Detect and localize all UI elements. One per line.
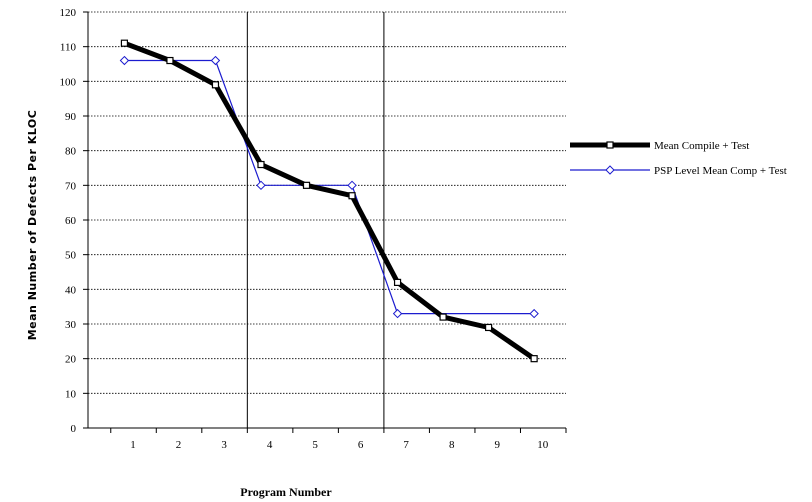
marker-mean-5 xyxy=(302,181,311,189)
legend-marker-mean-compile-test xyxy=(606,141,614,149)
x-tick-label-4: 4 xyxy=(267,439,273,451)
y-tick-label-100: 100 xyxy=(60,76,77,88)
grid-lines xyxy=(88,11,566,394)
y-tick-label-10: 10 xyxy=(65,388,77,400)
axes xyxy=(83,11,567,433)
series-line-psp-level xyxy=(124,59,535,315)
legend: Mean Compile + Test PSP Level Mean Comp +… xyxy=(570,140,787,177)
y-tick-label-50: 50 xyxy=(65,250,77,262)
x-tick-label-2: 2 xyxy=(176,439,182,451)
x-tick-label-3: 3 xyxy=(221,439,227,451)
marker-mean-1 xyxy=(120,39,129,47)
legend-label-mean-compile-test: Mean Compile + Test xyxy=(654,140,749,152)
x-tick-label-9: 9 xyxy=(494,439,500,451)
marker-mean-2 xyxy=(166,56,174,65)
x-tick-label-1: 1 xyxy=(130,439,136,451)
y-tick-label-30: 30 xyxy=(65,319,77,331)
marker-mean-6 xyxy=(348,192,356,200)
y-axis-title: Mean Number of Defects Per KLOC xyxy=(26,110,39,341)
legend-label-psp-level: PSP Level Mean Comp + Test xyxy=(654,165,787,177)
y-tick-label-80: 80 xyxy=(65,146,77,158)
marker-psp-5 xyxy=(392,308,403,319)
legend-marker-psp-level xyxy=(605,165,615,175)
y-tick-label-110: 110 xyxy=(60,42,77,54)
marker-mean-3 xyxy=(211,81,220,89)
y-tick-label-120: 120 xyxy=(60,7,77,19)
y-tick-label-70: 70 xyxy=(65,180,77,192)
series-markers xyxy=(119,39,539,363)
x-tick-label-10: 10 xyxy=(537,439,549,451)
x-tick-label-6: 6 xyxy=(358,439,364,451)
y-tick-label-40: 40 xyxy=(65,284,77,296)
marker-mean-8 xyxy=(439,313,447,321)
marker-psp-4 xyxy=(347,180,357,191)
marker-psp-6 xyxy=(529,308,539,319)
y-tick-label-60: 60 xyxy=(65,215,77,227)
marker-psp-2 xyxy=(210,55,221,66)
marker-mean-7 xyxy=(393,278,402,286)
phase-dividers xyxy=(246,12,385,428)
series-line-mean-compile-test xyxy=(121,40,537,362)
x-axis-title: Program Number xyxy=(240,485,332,499)
x-tick-label-7: 7 xyxy=(403,439,409,451)
marker-psp-1 xyxy=(119,55,130,66)
y-tick-label-20: 20 xyxy=(65,354,77,366)
marker-mean-10 xyxy=(530,355,538,363)
x-tick-label-5: 5 xyxy=(312,439,318,451)
x-tick-label-8: 8 xyxy=(449,439,455,451)
marker-mean-4 xyxy=(257,160,265,169)
series-lines xyxy=(121,40,537,362)
marker-psp-3 xyxy=(256,180,266,191)
marker-mean-9 xyxy=(485,323,493,332)
tick-labels: 0 10 20 30 40 50 60 70 80 90 100 110 120 1 2 3 4 5 6 7 8 9 10 xyxy=(60,7,549,451)
y-tick-label-0: 0 xyxy=(71,423,77,435)
y-tick-label-90: 90 xyxy=(65,111,77,123)
